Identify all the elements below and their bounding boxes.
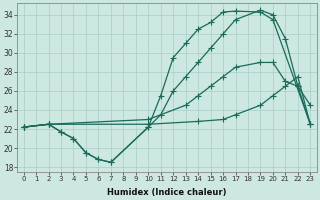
X-axis label: Humidex (Indice chaleur): Humidex (Indice chaleur) — [107, 188, 227, 197]
